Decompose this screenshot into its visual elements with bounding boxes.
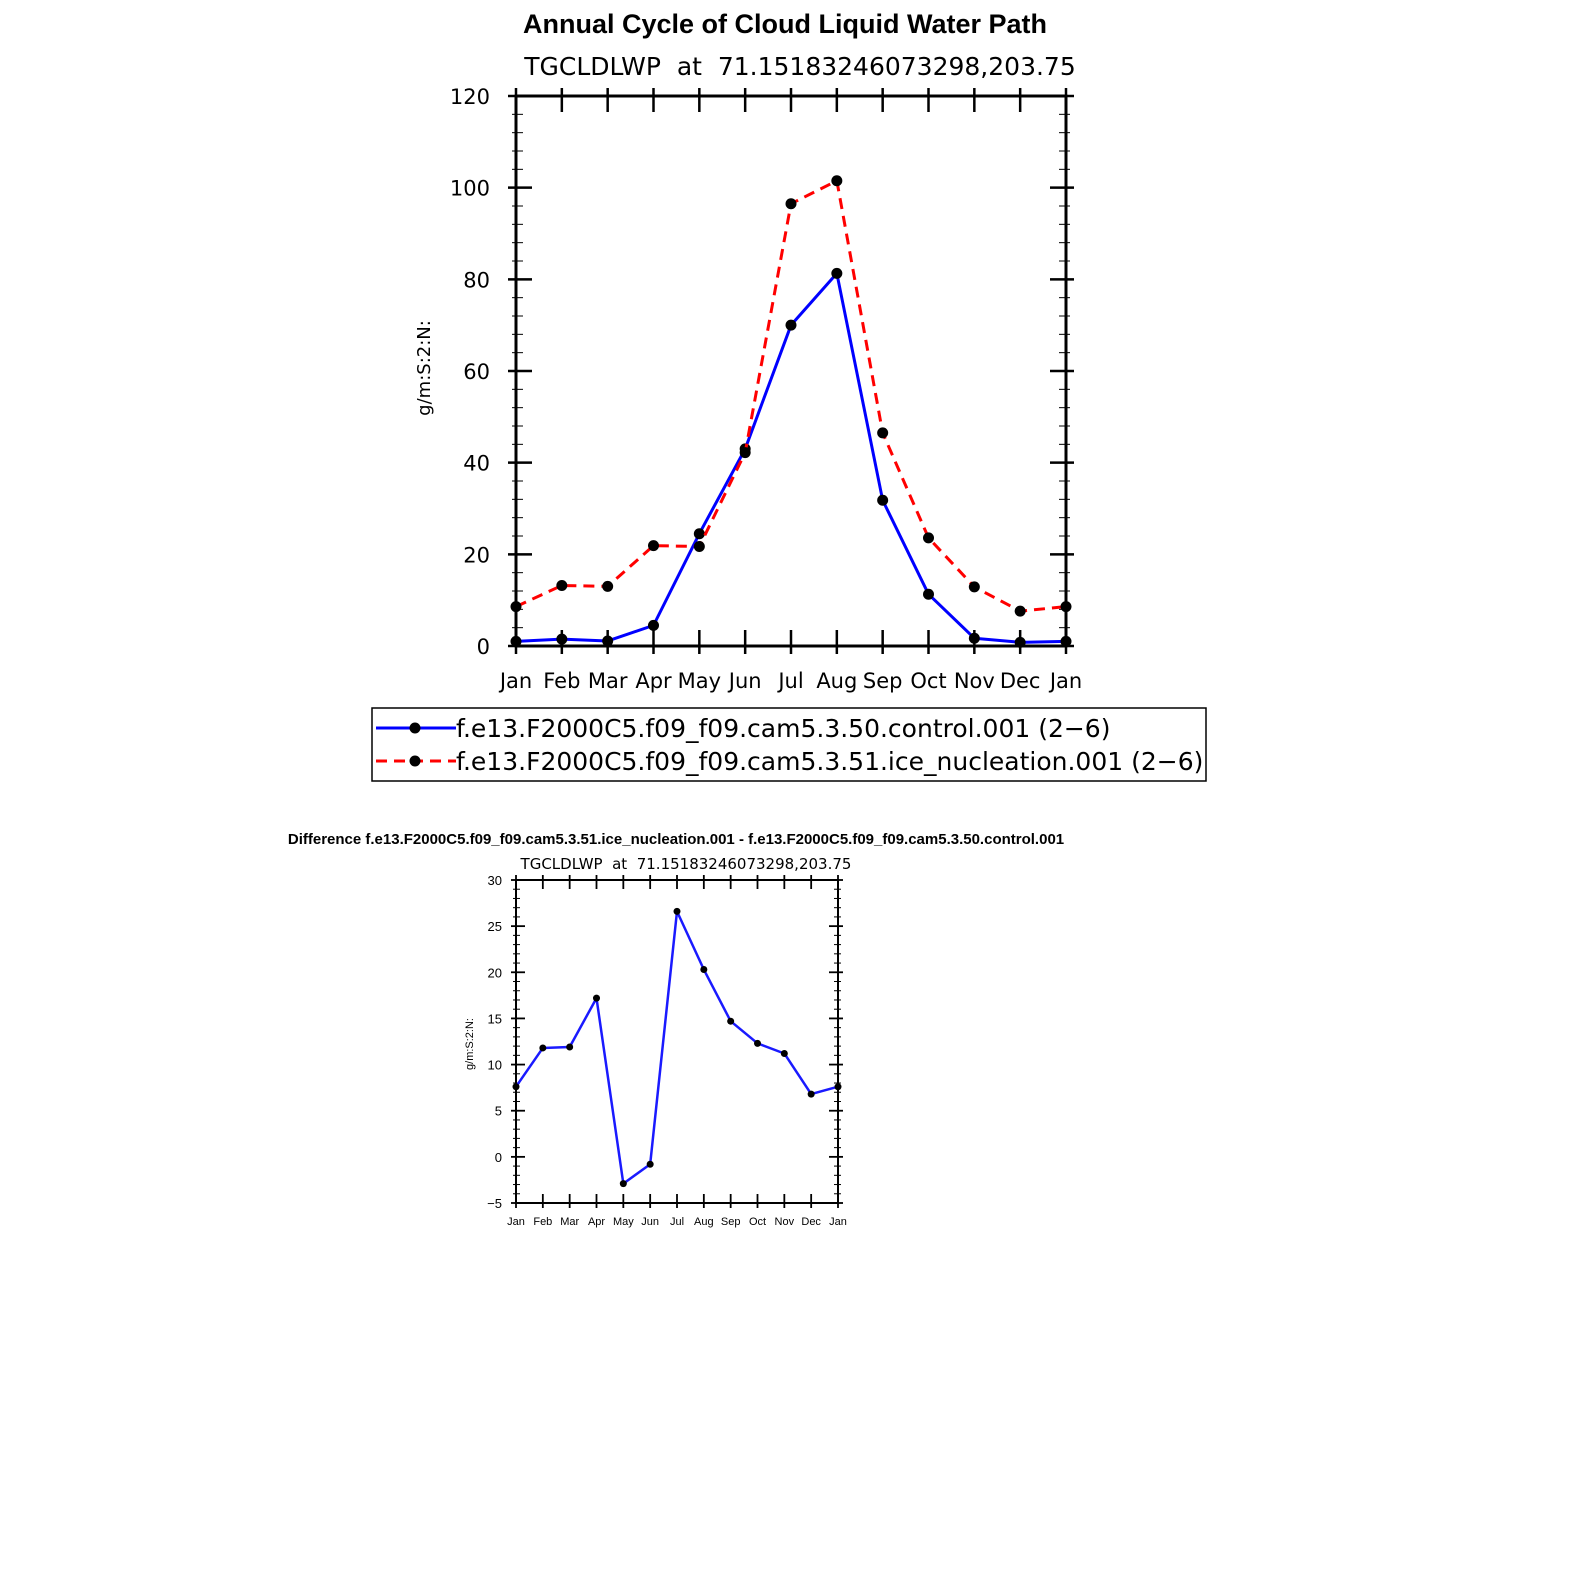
top-series-ice-nucleation-point [602, 580, 614, 592]
diff-chart-ylabel: g/m:S:2:N: [464, 1018, 476, 1070]
diff-series-difference-point [539, 1044, 547, 1052]
top-xtick-label: Oct [910, 669, 946, 693]
legend-box [371, 707, 1207, 782]
top-series-control-point [693, 528, 705, 540]
top-series-ice-nucleation-point [785, 198, 797, 210]
diff-series-difference-point [512, 1083, 520, 1091]
diff-series-difference-line [514, 910, 839, 1185]
top-series-ice-nucleation-point [1060, 601, 1072, 613]
top-xtick-label: Mar [588, 669, 628, 693]
top-series-ice-nucleation-point [877, 427, 889, 439]
top-series-control-point [877, 494, 889, 506]
diff-series-difference-point [593, 994, 600, 1002]
top-ytick-label: 60 [463, 360, 490, 384]
top-series-ice-nucleation-point [648, 540, 659, 552]
top-xtick-label: Jun [727, 669, 762, 693]
top-series-ice-nucleation-point [739, 447, 751, 459]
top-series-ice-nucleation-point [1014, 605, 1026, 617]
diff-xtick-label: Feb [533, 1216, 552, 1228]
diff-series-difference-point [834, 1083, 842, 1091]
diff-xtick-label: May [613, 1216, 634, 1228]
diff-ytick-label: 10 [488, 1058, 502, 1073]
diff-series-difference-point [807, 1090, 815, 1098]
top-xtick-label: Dec [1000, 669, 1041, 693]
top-series-control-point [510, 635, 522, 647]
top-chart-title: Annual Cycle of Cloud Liquid Water Path [523, 9, 1047, 39]
top-xtick-label: Apr [635, 669, 672, 693]
top-xtick-label: Jan [498, 669, 532, 693]
top-ytick-label: 100 [450, 177, 490, 201]
top-series-control-point [1014, 636, 1026, 648]
top-plot-area: Jan Feb Mar Apr May Jun Jul Aug Sep Oct Nov Dec Jan 0… [450, 85, 1082, 693]
top-xtick-label: Feb [543, 669, 580, 693]
top-series-control-point [602, 635, 614, 647]
diff-series-difference-point [619, 1180, 627, 1188]
diff-series-difference-point [673, 907, 681, 915]
top-series-control-point [968, 632, 980, 644]
top-xtick-label: Aug [816, 669, 857, 693]
diff-xtick-label: Aug [694, 1216, 714, 1228]
diff-ytick-label: 0 [495, 1150, 502, 1165]
diff-ytick-label: 5 [495, 1104, 502, 1119]
top-series-control-point [785, 319, 797, 331]
diff-ytick-label: 30 [488, 873, 502, 888]
top-series-control-point [556, 633, 568, 645]
top-ytick-label: 40 [463, 452, 490, 476]
diff-series-difference-point [700, 966, 708, 974]
top-ytick-label: 120 [450, 85, 490, 109]
top-series-ice-nucleation-point [923, 532, 934, 544]
top-series-control-point [923, 588, 934, 600]
diff-xtick-label: Dec [801, 1216, 821, 1228]
top-ytick-label: 80 [463, 268, 490, 292]
legend: f.e13.F2000C5.f09_f09.cam5.3.50.control.… [371, 707, 1207, 782]
diff-series-difference-point [780, 1049, 788, 1057]
top-series-ice-nucleation-point [693, 541, 705, 553]
top-ytick-label: 20 [463, 543, 490, 567]
top-series-ice-nucleation-point [831, 175, 843, 187]
diff-ytick-label: 20 [488, 965, 502, 980]
diff-xtick-label: Jan [829, 1216, 847, 1228]
top-chart-ylabel: g/m:S:2:N: [414, 320, 435, 416]
diff-xtick-label: Jul [670, 1216, 684, 1228]
top-series-ice-nucleation-point [510, 601, 522, 613]
diff-chart-subtitle: TGCLDLWP at 71.15183246073298,203.75 [520, 855, 852, 873]
legend-marker-ice-nucleation [409, 755, 421, 767]
top-series-control-point [831, 267, 843, 279]
diff-series-difference-point [727, 1017, 735, 1025]
diff-xtick-label: Jan [507, 1216, 525, 1228]
top-series-control-point [648, 619, 659, 631]
legend-label-control: f.e13.F2000C5.f09_f09.cam5.3.50.control.… [456, 714, 1110, 743]
diff-ytick-label: −5 [487, 1196, 502, 1211]
diff-xtick-label: Apr [588, 1216, 605, 1228]
diff-ytick-label: 25 [488, 919, 502, 934]
diff-series-difference-point [646, 1160, 654, 1168]
top-series-ice-nucleation-point [968, 581, 980, 593]
top-series-control-point [1060, 635, 1072, 647]
diff-plot-area: Jan Feb Mar Apr May Jun Jul Aug Sep Oct Nov Dec Jan−… [487, 873, 847, 1228]
top-xtick-label: Nov [954, 669, 995, 693]
diff-series-difference-point [566, 1043, 574, 1051]
top-ytick-label: 0 [477, 635, 490, 659]
legend-label-ice-nucleation: f.e13.F2000C5.f09_f09.cam5.3.51.ice_nucl… [456, 747, 1203, 776]
diff-xtick-label: Mar [560, 1216, 579, 1228]
diff-xtick-label: Nov [775, 1216, 795, 1228]
top-chart-subtitle: TGCLDLWP at 71.15183246073298,203.75 [523, 52, 1075, 81]
top-xtick-label: Jan [1048, 669, 1082, 693]
diff-xtick-label: Sep [721, 1216, 741, 1228]
top-frame [514, 94, 1068, 648]
top-series-ice-nucleation-point [556, 580, 568, 591]
top-xtick-label: Sep [863, 669, 903, 693]
diff-xtick-label: Jun [641, 1216, 659, 1228]
legend-marker-control [409, 722, 421, 734]
top-series-ice-nucleation-line [515, 179, 1067, 613]
diff-xtick-label: Oct [749, 1216, 766, 1228]
diff-series-difference-point [754, 1039, 761, 1047]
diff-ytick-label: 15 [488, 1011, 502, 1026]
diff-chart-title: Difference f.e13.F2000C5.f09_f09.cam5.3.… [288, 831, 1064, 848]
top-xtick-label: May [678, 669, 721, 693]
diff-frame [515, 879, 839, 1204]
top-xtick-label: Jul [776, 669, 803, 693]
